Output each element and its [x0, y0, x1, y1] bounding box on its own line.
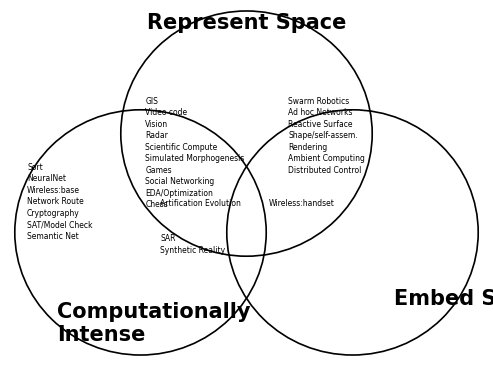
Text: Represent Space: Represent Space [147, 13, 346, 33]
Text: Embed Space: Embed Space [394, 289, 493, 309]
Text: Computationally
Intense: Computationally Intense [57, 302, 250, 345]
Text: Swarm Robotics
Ad hoc Networks
Reactive Surface
Shape/self-assem.
Rendering
Ambi: Swarm Robotics Ad hoc Networks Reactive … [288, 97, 365, 175]
Text: Artification Evolution: Artification Evolution [160, 199, 241, 209]
Text: Sort
NeuralNet
Wireless:base
Network Route
Cryptography
SAT/Model Check
Semantic: Sort NeuralNet Wireless:base Network Rou… [27, 163, 93, 240]
Text: Wireless:handset: Wireless:handset [269, 199, 335, 209]
Text: SAR
Synthetic Reality: SAR Synthetic Reality [160, 234, 225, 255]
Text: GIS
Video code
Vision
Radar
Scientific Compute
Simulated Morphogenesis
Games
Soc: GIS Video code Vision Radar Scientific C… [145, 97, 245, 209]
